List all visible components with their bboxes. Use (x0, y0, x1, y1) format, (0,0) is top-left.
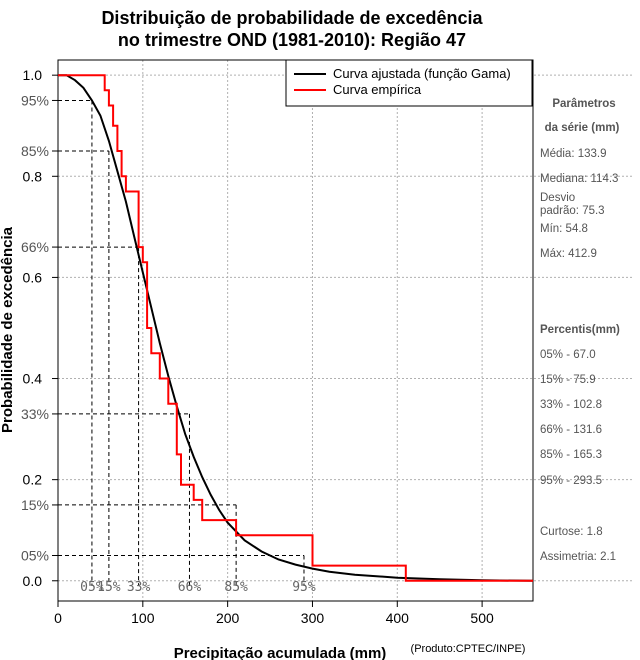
fitted-gamma-curve (58, 74, 534, 582)
param-min: Mín: 54.8 (540, 223, 588, 235)
percentis-title: Percentis(mm) (540, 324, 620, 336)
stat-assimetria: Assimetria: 2.1 (540, 551, 616, 563)
x-tick-label: 200 (216, 610, 240, 626)
y-tick-label: 1.0 (23, 67, 43, 83)
y-percent-label: 85% (21, 143, 49, 159)
y-percent-label: 33% (21, 406, 49, 422)
percentil-95: 95% - 293.5 (540, 475, 602, 487)
x-tick-label: 100 (131, 610, 155, 626)
axis-ticks: 0 100 200 300 400 500 1.0 0.8 0.6 0.4 0.2 0.0 95% 85%… (21, 67, 494, 626)
legend-box (285, 59, 533, 107)
stat-curtose: Curtose: 1.8 (540, 526, 603, 538)
series-layer (58, 74, 534, 582)
chart-title-line-1: Distribuição de probabilidade de excedên… (101, 8, 483, 28)
y-tick-label: 0.4 (23, 371, 43, 387)
legend: Curva ajustada (função Gama) Curva empír… (285, 59, 533, 107)
percentile-label: 33% (127, 580, 151, 595)
chart-title-line-2: no trimestre OND (1981-2010): Região 47 (118, 30, 466, 50)
y-percent-label: 05% (21, 547, 49, 563)
y-axis-label: Probabilidade de excedência (0, 226, 16, 433)
y-tick-label: 0.8 (23, 168, 43, 184)
percentile-label: 15% (97, 580, 121, 595)
credit-text: (Produto:CPTEC/INPE) (411, 643, 526, 655)
x-tick-label: 300 (301, 610, 325, 626)
params-title-2: da série (mm) (545, 122, 620, 134)
percentile-label: 05% (80, 580, 104, 595)
y-tick-label: 0.2 (23, 472, 43, 488)
plot-frame (57, 59, 534, 602)
param-mediana: Mediana: 114.3 (540, 173, 618, 185)
x-axis-label: Precipitação acumulada (mm) (174, 645, 387, 660)
side-panel: Parâmetros da série (mm) Média: 133.9 Me… (540, 98, 620, 563)
percentil-85: 85% - 165.3 (540, 449, 602, 461)
y-tick-label: 0.6 (23, 269, 43, 285)
percentil-66: 66% - 131.6 (540, 424, 602, 436)
x-tick-label: 500 (470, 610, 494, 626)
percentil-05: 05% - 67.0 (540, 349, 596, 361)
x-tick-label: 0 (54, 610, 62, 626)
param-desvio: Desvio (540, 192, 575, 204)
param-max: Máx: 412.9 (540, 248, 597, 260)
y-percent-label: 95% (21, 92, 49, 108)
empirical-step-curve (58, 74, 533, 582)
percentil-15: 15% - 75.9 (540, 374, 596, 386)
param-padrao: padrão: 75.3 (540, 205, 605, 217)
legend-label-empirical: Curva empírica (333, 82, 422, 97)
y-percent-label: 66% (21, 239, 49, 255)
y-tick-label: 0.0 (23, 573, 43, 589)
y-percent-label: 15% (21, 497, 49, 513)
percentile-label: 95% (292, 580, 316, 595)
x-tick-label: 400 (386, 610, 410, 626)
percentile-label: 66% (178, 580, 202, 595)
percentile-label: 85% (224, 580, 248, 595)
param-media: Média: 133.9 (540, 148, 607, 160)
params-title-1: Parâmetros (552, 98, 615, 110)
percentile-lines: 05%15% 33% 66% 85% 95% (58, 99, 316, 595)
legend-label-fitted: Curva ajustada (função Gama) (333, 66, 511, 81)
percentil-33: 33% - 102.8 (540, 399, 602, 411)
